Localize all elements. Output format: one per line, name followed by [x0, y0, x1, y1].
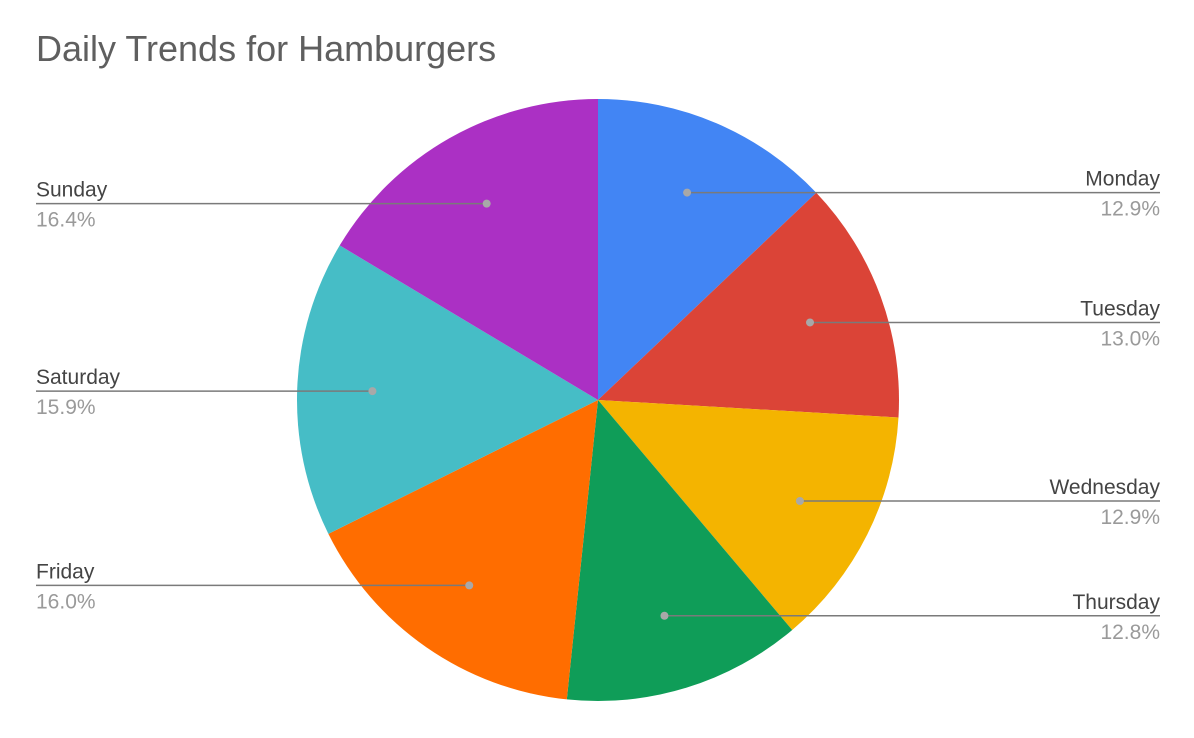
slice-label-tuesday: Tuesday [1080, 297, 1160, 320]
slice-percent-thursday: 12.8% [1100, 621, 1160, 644]
slice-tuesday[interactable] [598, 192, 899, 418]
slice-thursday[interactable] [566, 400, 793, 701]
slice-label-saturday: Saturday [36, 366, 121, 389]
leader-lines [36, 188, 1160, 620]
slice-monday[interactable] [598, 99, 817, 400]
leader-dot-saturday [368, 387, 377, 396]
chart-title: Daily Trends for Hamburgers [36, 28, 497, 69]
slice-label-friday: Friday [36, 560, 95, 583]
slice-label-sunday: Sunday [36, 179, 108, 202]
pie-slices [296, 98, 899, 701]
leader-dot-friday [465, 581, 474, 590]
slice-percent-tuesday: 13.0% [1100, 327, 1160, 350]
slice-wednesday[interactable] [598, 400, 899, 630]
leader-dot-thursday [660, 611, 669, 620]
slice-label-thursday: Thursday [1072, 591, 1160, 614]
slice-sunday[interactable] [339, 98, 598, 401]
leader-dot-sunday [482, 199, 491, 208]
slice-percent-saturday: 15.9% [36, 396, 96, 419]
slice-percent-sunday: 16.4% [36, 209, 96, 232]
slice-saturday[interactable] [296, 245, 598, 534]
slice-labels: Monday 12.9% Tuesday 13.0% Wednesday 12.9% Thu… [36, 168, 1160, 644]
leader-dot-tuesday [806, 318, 815, 327]
slice-friday[interactable] [328, 400, 598, 700]
slice-percent-friday: 16.0% [36, 590, 96, 613]
leader-dot-monday [683, 188, 692, 197]
slice-label-wednesday: Wednesday [1049, 476, 1160, 499]
leader-dot-wednesday [795, 497, 804, 505]
slice-label-monday: Monday [1085, 168, 1160, 191]
slice-percent-wednesday: 12.9% [1100, 506, 1160, 529]
slice-percent-monday: 12.9% [1100, 198, 1160, 221]
